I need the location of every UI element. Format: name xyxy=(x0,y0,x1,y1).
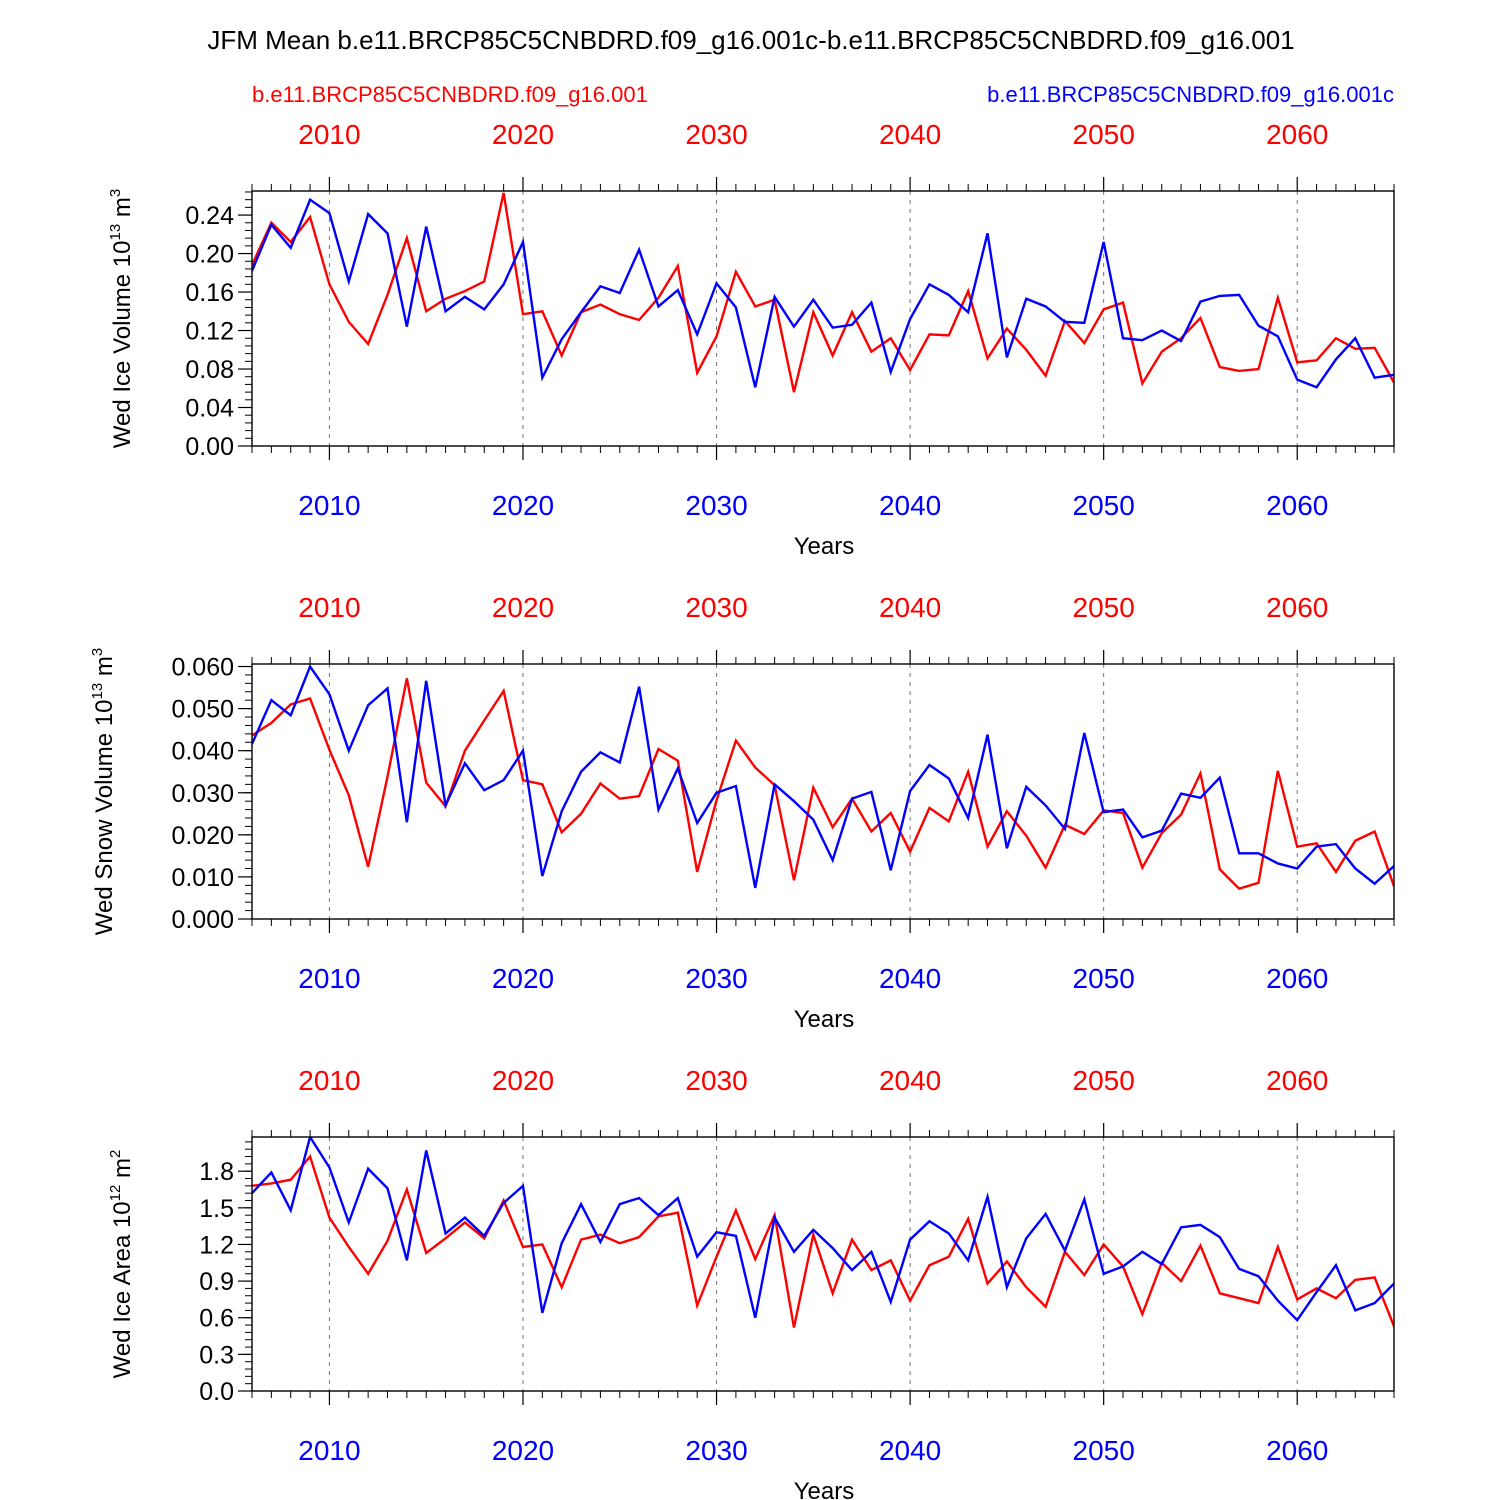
x-bottom-tick-label: 2020 xyxy=(492,490,554,521)
y-tick-label: 0.050 xyxy=(171,696,234,724)
x-bottom-tick-label: 2010 xyxy=(298,490,360,521)
y-axis-title-unit: m xyxy=(109,1158,136,1185)
y-axis-title-main: Wed Snow Volume 10 xyxy=(91,700,118,936)
y-tick-label: 0.3 xyxy=(199,1341,234,1369)
series-line-blue xyxy=(252,197,1394,389)
y-axis-title: Wed Ice Area 1012 m2 xyxy=(107,1150,136,1379)
legend-blue-label: b.e11.BRCP85C5CNBDRD.f09_g16.001c xyxy=(987,82,1394,107)
y-tick-label: 0.12 xyxy=(185,318,234,346)
series-line-blue xyxy=(252,664,1394,889)
x-bottom-tick-label: 2020 xyxy=(492,963,554,994)
y-axis-title-unit-exp: 3 xyxy=(107,189,124,197)
plot-frame xyxy=(251,190,1395,447)
x-top-tick-label: 2010 xyxy=(298,592,360,623)
x-top-tick-label: 2040 xyxy=(879,592,941,623)
series-line-red xyxy=(252,192,1394,393)
y-tick-label: 0.040 xyxy=(171,738,234,766)
y-tick-label: 0.9 xyxy=(199,1268,234,1296)
x-bottom-tick-label: 2050 xyxy=(1073,490,1135,521)
x-top-tick-label: 2030 xyxy=(685,592,747,623)
x-bottom-tick-label: 2040 xyxy=(879,963,941,994)
y-axis-title-unit-exp: 2 xyxy=(107,1150,124,1158)
chart-panel-3: 0.0 0.3 0.6 0.9 1.2 1.5 1.8 2010 2010 2020 2020 203… xyxy=(107,1065,1395,1500)
y-tick-label: 0.04 xyxy=(185,395,234,423)
y-tick-label: 0.010 xyxy=(171,864,234,892)
y-tick-label: 0.00 xyxy=(185,433,234,461)
y-axis-title-exp: 13 xyxy=(89,683,106,700)
x-bottom-tick-label: 2060 xyxy=(1266,490,1328,521)
y-tick-label: 0.24 xyxy=(185,202,234,230)
y-tick-label: 1.8 xyxy=(199,1158,234,1186)
figure-title: JFM Mean b.e11.BRCP85C5CNBDRD.f09_g16.00… xyxy=(207,25,1294,55)
y-axis-title: Wed Snow Volume 1013 m3 xyxy=(89,648,118,935)
chart-panel-1: 0.00 0.04 0.08 0.12 0.16 0.20 0.24 2010 2010 2020… xyxy=(107,119,1395,560)
y-tick-label: 1.2 xyxy=(199,1231,234,1259)
x-bottom-tick-label: 2030 xyxy=(685,490,747,521)
x-axis-title: Years xyxy=(794,533,855,560)
y-tick-label: 0.0 xyxy=(199,1378,234,1406)
plot-frame xyxy=(251,663,1395,920)
legend-red-label: b.e11.BRCP85C5CNBDRD.f09_g16.001 xyxy=(252,82,648,107)
y-tick-label: 0.08 xyxy=(185,356,234,384)
y-axis-title-exp: 12 xyxy=(107,1185,124,1202)
y-axis-title-main: Wed Ice Area 10 xyxy=(109,1201,136,1378)
y-axis-title: Wed Ice Volume 1013 m3 xyxy=(107,189,136,448)
y-axis-title-main: Wed Ice Volume 10 xyxy=(109,241,136,449)
y-tick-label: 0.20 xyxy=(185,241,234,269)
x-bottom-tick-label: 2030 xyxy=(685,1435,747,1466)
x-bottom-tick-label: 2050 xyxy=(1073,963,1135,994)
x-top-tick-label: 2030 xyxy=(685,1065,747,1096)
series-line-red xyxy=(252,1154,1394,1328)
y-tick-label: 0.000 xyxy=(171,906,234,934)
x-bottom-tick-label: 2030 xyxy=(685,963,747,994)
x-top-tick-label: 2020 xyxy=(492,1065,554,1096)
x-bottom-tick-label: 2010 xyxy=(298,963,360,994)
x-bottom-tick-label: 2060 xyxy=(1266,1435,1328,1466)
y-axis-title-unit-exp: 3 xyxy=(89,648,106,656)
series-line-red xyxy=(252,678,1394,891)
x-top-tick-label: 2020 xyxy=(492,119,554,150)
x-bottom-tick-label: 2060 xyxy=(1266,963,1328,994)
x-top-tick-label: 2020 xyxy=(492,592,554,623)
x-top-tick-label: 2060 xyxy=(1266,119,1328,150)
x-axis-title: Years xyxy=(794,1478,855,1500)
x-top-tick-label: 2050 xyxy=(1073,119,1135,150)
x-top-tick-label: 2040 xyxy=(879,119,941,150)
y-axis-title-unit: m xyxy=(109,197,136,224)
x-top-tick-label: 2050 xyxy=(1073,592,1135,623)
x-top-tick-label: 2060 xyxy=(1266,592,1328,623)
x-top-tick-label: 2030 xyxy=(685,119,747,150)
x-bottom-tick-label: 2050 xyxy=(1073,1435,1135,1466)
y-tick-label: 0.030 xyxy=(171,780,234,808)
x-top-tick-label: 2040 xyxy=(879,1065,941,1096)
y-tick-label: 0.020 xyxy=(171,822,234,850)
plot-frame xyxy=(251,1136,1395,1392)
x-bottom-tick-label: 2020 xyxy=(492,1435,554,1466)
x-top-tick-label: 2050 xyxy=(1073,1065,1135,1096)
x-bottom-tick-label: 2010 xyxy=(298,1435,360,1466)
y-tick-label: 1.5 xyxy=(199,1195,234,1223)
y-tick-label: 0.6 xyxy=(199,1305,234,1333)
y-axis-title-unit: m xyxy=(91,656,118,683)
x-bottom-tick-label: 2040 xyxy=(879,490,941,521)
series-line-blue xyxy=(252,1137,1394,1323)
x-axis-title: Years xyxy=(794,1006,855,1033)
y-tick-label: 0.060 xyxy=(171,654,234,682)
y-tick-label: 0.16 xyxy=(185,279,234,307)
x-top-tick-label: 2010 xyxy=(298,119,360,150)
x-bottom-tick-label: 2040 xyxy=(879,1435,941,1466)
y-axis-title-exp: 13 xyxy=(107,224,124,241)
x-top-tick-label: 2060 xyxy=(1266,1065,1328,1096)
chart-panel-2: 0.000 0.010 0.020 0.030 0.040 0.050 0.060 2010 2… xyxy=(89,592,1395,1033)
x-top-tick-label: 2010 xyxy=(298,1065,360,1096)
